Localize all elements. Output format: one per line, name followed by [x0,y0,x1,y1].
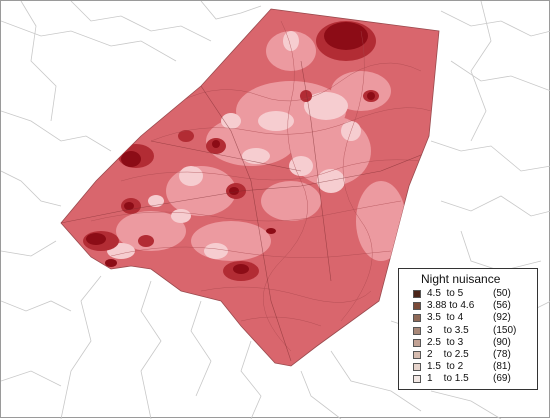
legend-range-label: 2 to 2.5 [427,349,469,360]
legend-swatch [413,351,421,359]
legend-range-label: 4.5 to 5 [427,288,464,299]
legend-range-label: 1.5 to 2 [427,361,464,373]
legend-swatch [413,326,421,335]
legend-count: (78) [493,349,511,360]
legend-count: (90) [493,336,511,348]
legend-count: (81) [493,361,511,373]
legend-count: (50) [493,288,511,299]
legend-range-label: 3.5 to 4 [427,312,464,324]
legend-item: 4.5 to 5 (50) [413,288,535,300]
legend-item: 1.5 to 2 (81) [413,361,535,373]
legend-swatch [413,363,421,372]
legend-item: 2.5 to 3 (90) [413,336,535,349]
legend-range-label: 3.88 to 4.6 [427,300,475,312]
legend-count: (56) [493,300,511,312]
legend-title: Night nuisance [421,272,501,286]
legend-swatch [413,338,421,347]
legend-item: 3 to 3.5 (150) [413,324,535,337]
legend-swatch [413,375,421,384]
nuisance-zones-darkest [86,22,375,274]
legend-range-label: 3 to 3.5 [427,324,469,336]
legend-item: 3.5 to 4 (92) [413,312,535,324]
legend-count: (69) [493,373,511,385]
legend-count: (92) [493,312,511,324]
legend-count: (150) [493,324,517,336]
map-legend: Night nuisance 4.5 to 5 (50) 3.88 to 4.6 (5… [398,268,538,390]
legend-swatch [413,290,421,298]
legend-item: 3.88 to 4.6 (56) [413,300,535,312]
legend-item: 1 to 1.5 (69) [413,373,535,385]
legend-range-label: 1 to 1.5 [427,373,469,385]
legend-item: 2 to 2.5 (78) [413,349,535,361]
legend-swatch [413,302,421,311]
road-network [61,60,432,362]
legend-range-label: 2.5 to 3 [427,336,464,348]
legend-swatch [413,314,421,323]
nuisance-zones-pale [107,31,361,259]
contour-lines [90,20,432,352]
